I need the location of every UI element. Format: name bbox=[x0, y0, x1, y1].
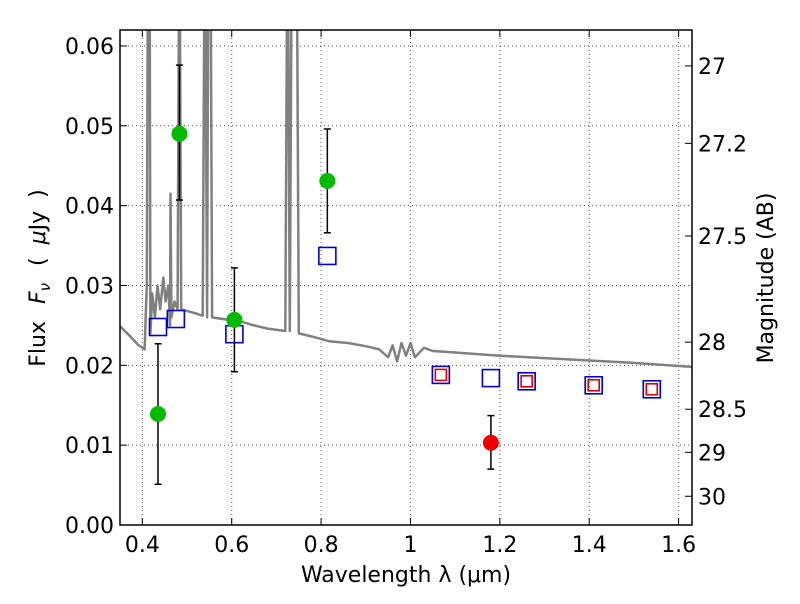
y-label-f: F bbox=[26, 291, 51, 304]
y-label-open: ( bbox=[26, 257, 51, 266]
y2-tick-label: 30 bbox=[698, 485, 726, 510]
model-square-blue bbox=[148, 317, 168, 337]
green-data-point bbox=[171, 125, 188, 142]
model-square-blue bbox=[481, 368, 501, 388]
model-square-red bbox=[587, 378, 600, 392]
y-label-mu: μ bbox=[26, 230, 51, 245]
y-label-nu: ν bbox=[36, 283, 54, 291]
model-square-blue bbox=[166, 309, 186, 329]
y2-tick-label: 27 bbox=[698, 55, 726, 80]
x-tick-label: 1.4 bbox=[572, 533, 607, 558]
model-square-blue bbox=[517, 371, 536, 391]
green-data-point bbox=[149, 406, 166, 423]
y-tick-label: 0.01 bbox=[65, 434, 114, 459]
model-square-blue bbox=[642, 379, 662, 399]
x-tick-label: 0.4 bbox=[125, 533, 160, 558]
y-tick-label: 0.05 bbox=[65, 115, 114, 140]
y2-tick-label: 27.5 bbox=[698, 225, 747, 250]
red-data-point bbox=[482, 434, 499, 451]
y2-tick-label: 29 bbox=[698, 441, 726, 466]
model-square-blue bbox=[584, 375, 603, 395]
axes: 0.4 0.6 0.8 1 1.2 1.4 1.6 0.00 0.01 0.02 0.03 0.04 0… bbox=[65, 30, 747, 558]
y-tick-label: 0.04 bbox=[65, 195, 114, 220]
y-label-close: ) bbox=[26, 189, 51, 198]
x-tick-label: 1 bbox=[403, 533, 417, 558]
y-tick-label: 0.02 bbox=[65, 354, 114, 379]
model-square-red bbox=[520, 374, 533, 388]
y2-tick-label: 27.2 bbox=[698, 132, 747, 157]
green-data-point bbox=[226, 311, 243, 328]
y-tick-label: 0.06 bbox=[65, 35, 114, 60]
x-tick-label: 1.2 bbox=[482, 533, 517, 558]
y-label-jy: Jy bbox=[26, 211, 51, 233]
green-data-point bbox=[319, 172, 336, 189]
y-tick-label: 0.00 bbox=[65, 514, 114, 539]
y-label-flux: Flux bbox=[26, 321, 51, 367]
model-square-blue bbox=[318, 246, 337, 266]
model-square-red bbox=[645, 382, 659, 396]
y2-tick-label: 28.5 bbox=[698, 398, 747, 423]
y2-tick-label: 28 bbox=[698, 331, 726, 356]
plot-frame bbox=[119, 29, 693, 526]
svg-text:Flux Fν ( μJ: Flux Fν ( μJy ) bbox=[26, 189, 56, 366]
x-axis-label: Wavelength λ (μm) bbox=[301, 563, 511, 588]
x-tick-label: 0.8 bbox=[304, 533, 339, 558]
y-tick-label: 0.03 bbox=[65, 274, 114, 299]
model-square-red bbox=[434, 368, 448, 382]
plot-area bbox=[120, 30, 692, 486]
y2-axis-label: Magnitude (AB) bbox=[754, 193, 779, 364]
x-tick-label: 0.6 bbox=[214, 533, 249, 558]
y-axis-label: Flux Fν ( μJy ) bbox=[26, 189, 56, 366]
model-square-blue bbox=[431, 365, 451, 385]
sed-spectrum-line bbox=[120, 30, 692, 369]
x-tick-label: 1.6 bbox=[661, 533, 696, 558]
